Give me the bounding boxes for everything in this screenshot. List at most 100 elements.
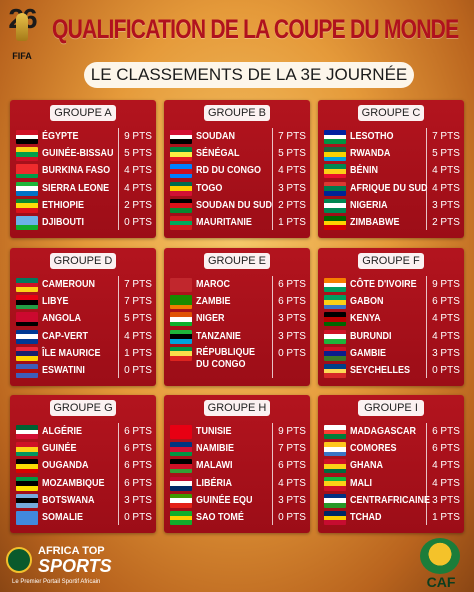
standing-row: SOUDAN 7 PTS	[164, 128, 310, 145]
standing-row: TANZANIE 3 PTS	[164, 328, 310, 345]
team-name: NAMIBIE	[196, 443, 235, 455]
standing-row: MOZAMBIQUE 6 PTS	[10, 475, 156, 492]
standing-row: TUNISIE 9 PTS	[164, 423, 310, 440]
team-points: 6 PTS	[278, 279, 306, 290]
caf-emblem-icon	[420, 538, 460, 574]
header: 26 FIFA QUALIFICATION DE LA COUPE DU MON…	[0, 0, 474, 62]
group-title: GROUPE E	[204, 253, 270, 269]
team-name: COMORES	[350, 443, 397, 455]
team-points: 0 PTS	[124, 365, 152, 376]
team-name: OUGANDA	[42, 460, 89, 472]
team-name: AFRIQUE DU SUD	[350, 182, 428, 194]
standing-row: DJIBOUTI 0 PTS	[10, 214, 156, 231]
team-points: 4 PTS	[432, 313, 460, 325]
team-flag-icon	[170, 130, 192, 144]
team-name: ÉGYPTE	[42, 131, 79, 142]
team-flag-icon	[170, 511, 192, 525]
standing-row: MAROC 6 PTS	[164, 276, 310, 293]
brand-line-2: SPORTS	[38, 556, 112, 576]
standing-row: BOTSWANA 3 PTS	[10, 492, 156, 509]
standing-row: GHANA 4 PTS	[318, 457, 464, 474]
team-name: CAMEROUN	[42, 279, 96, 290]
team-points: 1 PTS	[278, 217, 306, 228]
team-flag-icon	[324, 312, 346, 327]
standing-row: NIGER 3 PTS	[164, 310, 310, 327]
team-name: NIGERIA	[350, 199, 388, 211]
team-name: ZAMBIE	[196, 296, 231, 308]
team-name: ZIMBABWE	[350, 217, 400, 228]
standing-row: ÎLE MAURICE 1 PTS	[10, 345, 156, 362]
standing-row: SOMALIE 0 PTS	[10, 509, 156, 526]
team-points: 4 PTS	[278, 477, 306, 489]
team-flag-icon	[170, 476, 192, 491]
column-divider	[272, 276, 273, 378]
standing-row: BÉNIN 4 PTS	[318, 162, 464, 179]
group-card: GROUPE F CÔTE D'IVOIRE 9 PTS GABON 6 PTS KENY…	[318, 248, 464, 386]
standing-row: ZIMBABWE 2 PTS	[318, 214, 464, 231]
team-points: 4 PTS	[432, 460, 460, 472]
team-flag-icon	[170, 181, 192, 196]
team-points: 4 PTS	[432, 182, 460, 194]
team-name: LIBÉRIA	[196, 477, 232, 489]
team-points: 9 PTS	[432, 279, 460, 290]
team-flag-icon	[324, 164, 346, 179]
team-flag-icon	[16, 181, 38, 196]
group-title: GROUPE D	[50, 253, 116, 269]
team-points: 9 PTS	[278, 426, 306, 437]
standing-row: GABON 6 PTS	[318, 293, 464, 310]
team-points: 5 PTS	[124, 148, 152, 160]
team-points: 4 PTS	[124, 182, 152, 194]
team-points: 3 PTS	[124, 494, 152, 506]
team-flag-icon	[16, 295, 38, 310]
standing-row: LESOTHO 7 PTS	[318, 128, 464, 145]
team-points: 2 PTS	[278, 199, 306, 211]
team-flag-icon	[16, 459, 38, 474]
team-flag-icon	[16, 164, 38, 179]
team-points: 6 PTS	[278, 296, 306, 308]
team-points: 0 PTS	[124, 512, 152, 523]
team-points: 4 PTS	[432, 330, 460, 342]
brand-tagline: Le Premier Portail Sportif Africain	[12, 579, 101, 585]
standing-row: AFRIQUE DU SUD 4 PTS	[318, 180, 464, 197]
team-points: 3 PTS	[278, 182, 306, 194]
team-name: LESOTHO	[350, 131, 394, 142]
team-flag-icon	[16, 147, 38, 162]
team-points: 9 PTS	[124, 131, 152, 142]
team-flag-icon	[16, 198, 38, 213]
team-name: TOGO	[196, 182, 223, 194]
team-name: ALGÉRIE	[42, 426, 83, 437]
group-card: GROUPE H TUNISIE 9 PTS NAMIBIE 7 PTS MALAWI 6 …	[164, 395, 310, 533]
team-flag-icon	[324, 364, 346, 378]
team-flag-icon	[170, 425, 192, 439]
team-name: BOTSWANA	[42, 494, 95, 506]
team-flag-icon	[170, 147, 192, 162]
group-card: GROUPE I MADAGASCAR 6 PTS COMORES 6 PTS GHANA…	[318, 395, 464, 533]
team-name: SAO TOMÉ	[196, 512, 244, 523]
team-name: MADAGASCAR	[350, 426, 417, 437]
team-points: 2 PTS	[124, 199, 152, 211]
team-points: 3 PTS	[278, 313, 306, 325]
fifa-label: FIFA	[12, 51, 32, 61]
team-name: SÉNÉGAL	[196, 148, 240, 160]
column-divider	[118, 276, 119, 378]
team-flag-icon	[324, 295, 346, 310]
column-divider	[272, 423, 273, 525]
standing-row: SOUDAN DU SUD 2 PTS	[164, 197, 310, 214]
team-flag-icon	[324, 329, 346, 344]
group-card: GROUPE B SOUDAN 7 PTS SÉNÉGAL 5 PTS RD DU CON…	[164, 100, 310, 238]
team-name: GUINÉE-BISSAU	[42, 148, 114, 160]
team-name: BURUNDI	[350, 330, 392, 342]
standing-row: CAMEROUN 7 PTS	[10, 276, 156, 293]
team-flag-icon	[324, 147, 346, 162]
standing-row: GAMBIE 3 PTS	[318, 345, 464, 362]
group-card: GROUPE C LESOTHO 7 PTS RWANDA 5 PTS BÉNIN 4 PT…	[318, 100, 464, 238]
team-name: GUINÉE	[42, 443, 77, 455]
team-name: SOUDAN	[196, 131, 236, 142]
column-divider	[118, 128, 119, 230]
standing-row: TOGO 3 PTS	[164, 180, 310, 197]
team-flag-icon	[170, 442, 192, 457]
team-flag-icon	[16, 216, 38, 230]
team-flag-icon	[170, 459, 192, 474]
group-card: GROUPE E MAROC 6 PTS ZAMBIE 6 PTS NIGER 3 PTS T…	[164, 248, 310, 386]
caf-label: CAF	[426, 574, 456, 590]
